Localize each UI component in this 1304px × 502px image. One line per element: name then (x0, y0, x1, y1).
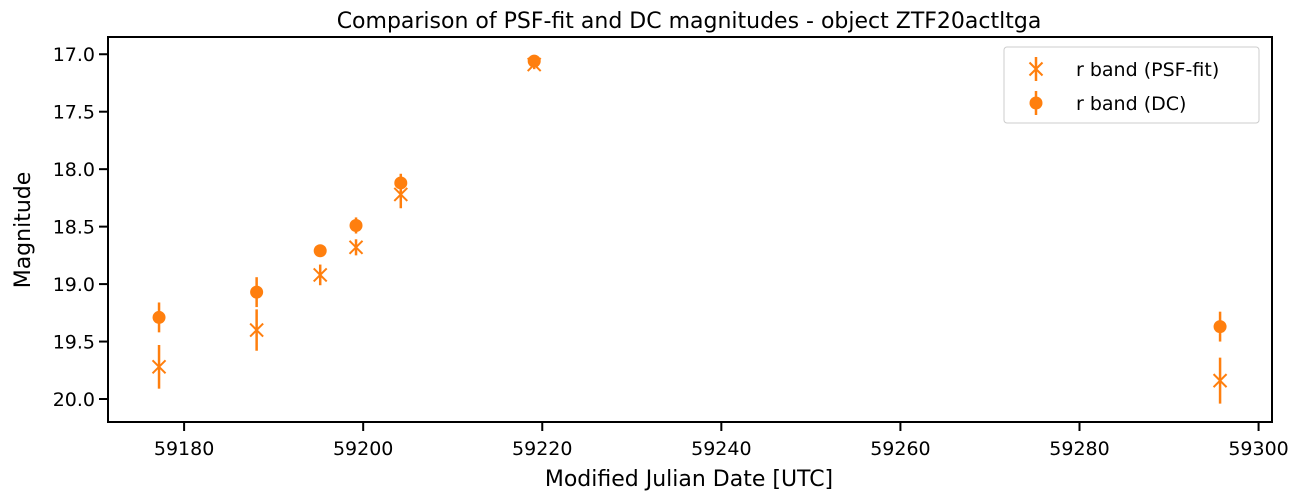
y-tick-label: 18.5 (53, 217, 95, 239)
data-point (350, 239, 363, 255)
x-tick-label: 59220 (512, 438, 572, 460)
circle-marker (394, 176, 407, 189)
data-point (250, 277, 263, 307)
circle-marker (1214, 320, 1227, 333)
circle-marker (314, 244, 327, 257)
x-axis-title: Modified Julian Date [UTC] (545, 467, 833, 492)
legend-label: r band (DC) (1076, 93, 1186, 115)
circle-marker (250, 286, 263, 299)
data-point (153, 302, 166, 332)
circle-marker (153, 311, 166, 324)
circle-marker (1030, 97, 1043, 110)
x-axis: 59180 59200 59220 59240 59260 59280 59300 (154, 422, 1289, 460)
data-point (1214, 312, 1227, 342)
x-tick-label: 59200 (333, 438, 393, 460)
circle-marker (528, 55, 541, 68)
data-point (250, 309, 263, 350)
data-point (314, 244, 327, 257)
y-axis: 17.0 17.5 18.0 18.5 19.0 19.5 20.0 (53, 44, 108, 411)
x-tick-label: 59260 (870, 438, 930, 460)
data-point (314, 265, 327, 286)
y-tick-label: 19.0 (53, 274, 95, 296)
x-tick-label: 59300 (1228, 438, 1288, 460)
legend-label: r band (PSF-fit) (1076, 59, 1219, 81)
y-tick-label: 19.5 (53, 332, 95, 354)
data-point (1214, 358, 1227, 404)
y-axis-title: Magnitude (11, 172, 36, 289)
y-tick-label: 18.0 (53, 159, 95, 181)
x-tick-label: 59280 (1049, 438, 1109, 460)
x-tick-label: 59240 (691, 438, 751, 460)
y-tick-label: 20.0 (53, 389, 95, 411)
data-point (528, 55, 541, 68)
data-point (350, 217, 363, 233)
y-tick-label: 17.0 (53, 44, 95, 66)
data-point (153, 345, 166, 389)
y-tick-label: 17.5 (53, 102, 95, 124)
x-tick-label: 59180 (154, 438, 214, 460)
circle-marker (350, 219, 363, 232)
legend: r band (PSF-fit) r band (DC) (1004, 47, 1259, 123)
chart-title: Comparison of PSF-fit and DC magnitudes … (337, 9, 1042, 34)
